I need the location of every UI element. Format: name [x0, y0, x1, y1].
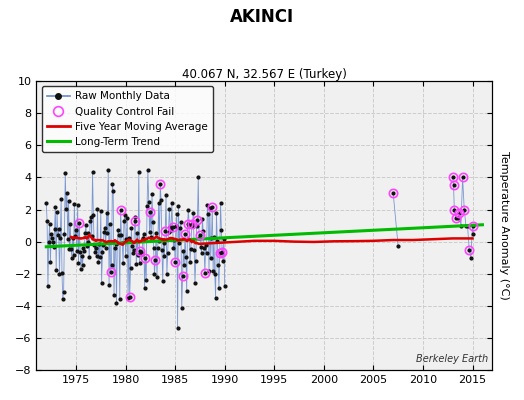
Y-axis label: Temperature Anomaly (°C): Temperature Anomaly (°C) — [499, 151, 509, 300]
Text: AKINCI: AKINCI — [230, 8, 294, 26]
Title: 40.067 N, 32.567 E (Turkey): 40.067 N, 32.567 E (Turkey) — [182, 68, 347, 81]
Legend: Raw Monthly Data, Quality Control Fail, Five Year Moving Average, Long-Term Tren: Raw Monthly Data, Quality Control Fail, … — [41, 86, 213, 152]
Text: Berkeley Earth: Berkeley Earth — [416, 354, 488, 364]
